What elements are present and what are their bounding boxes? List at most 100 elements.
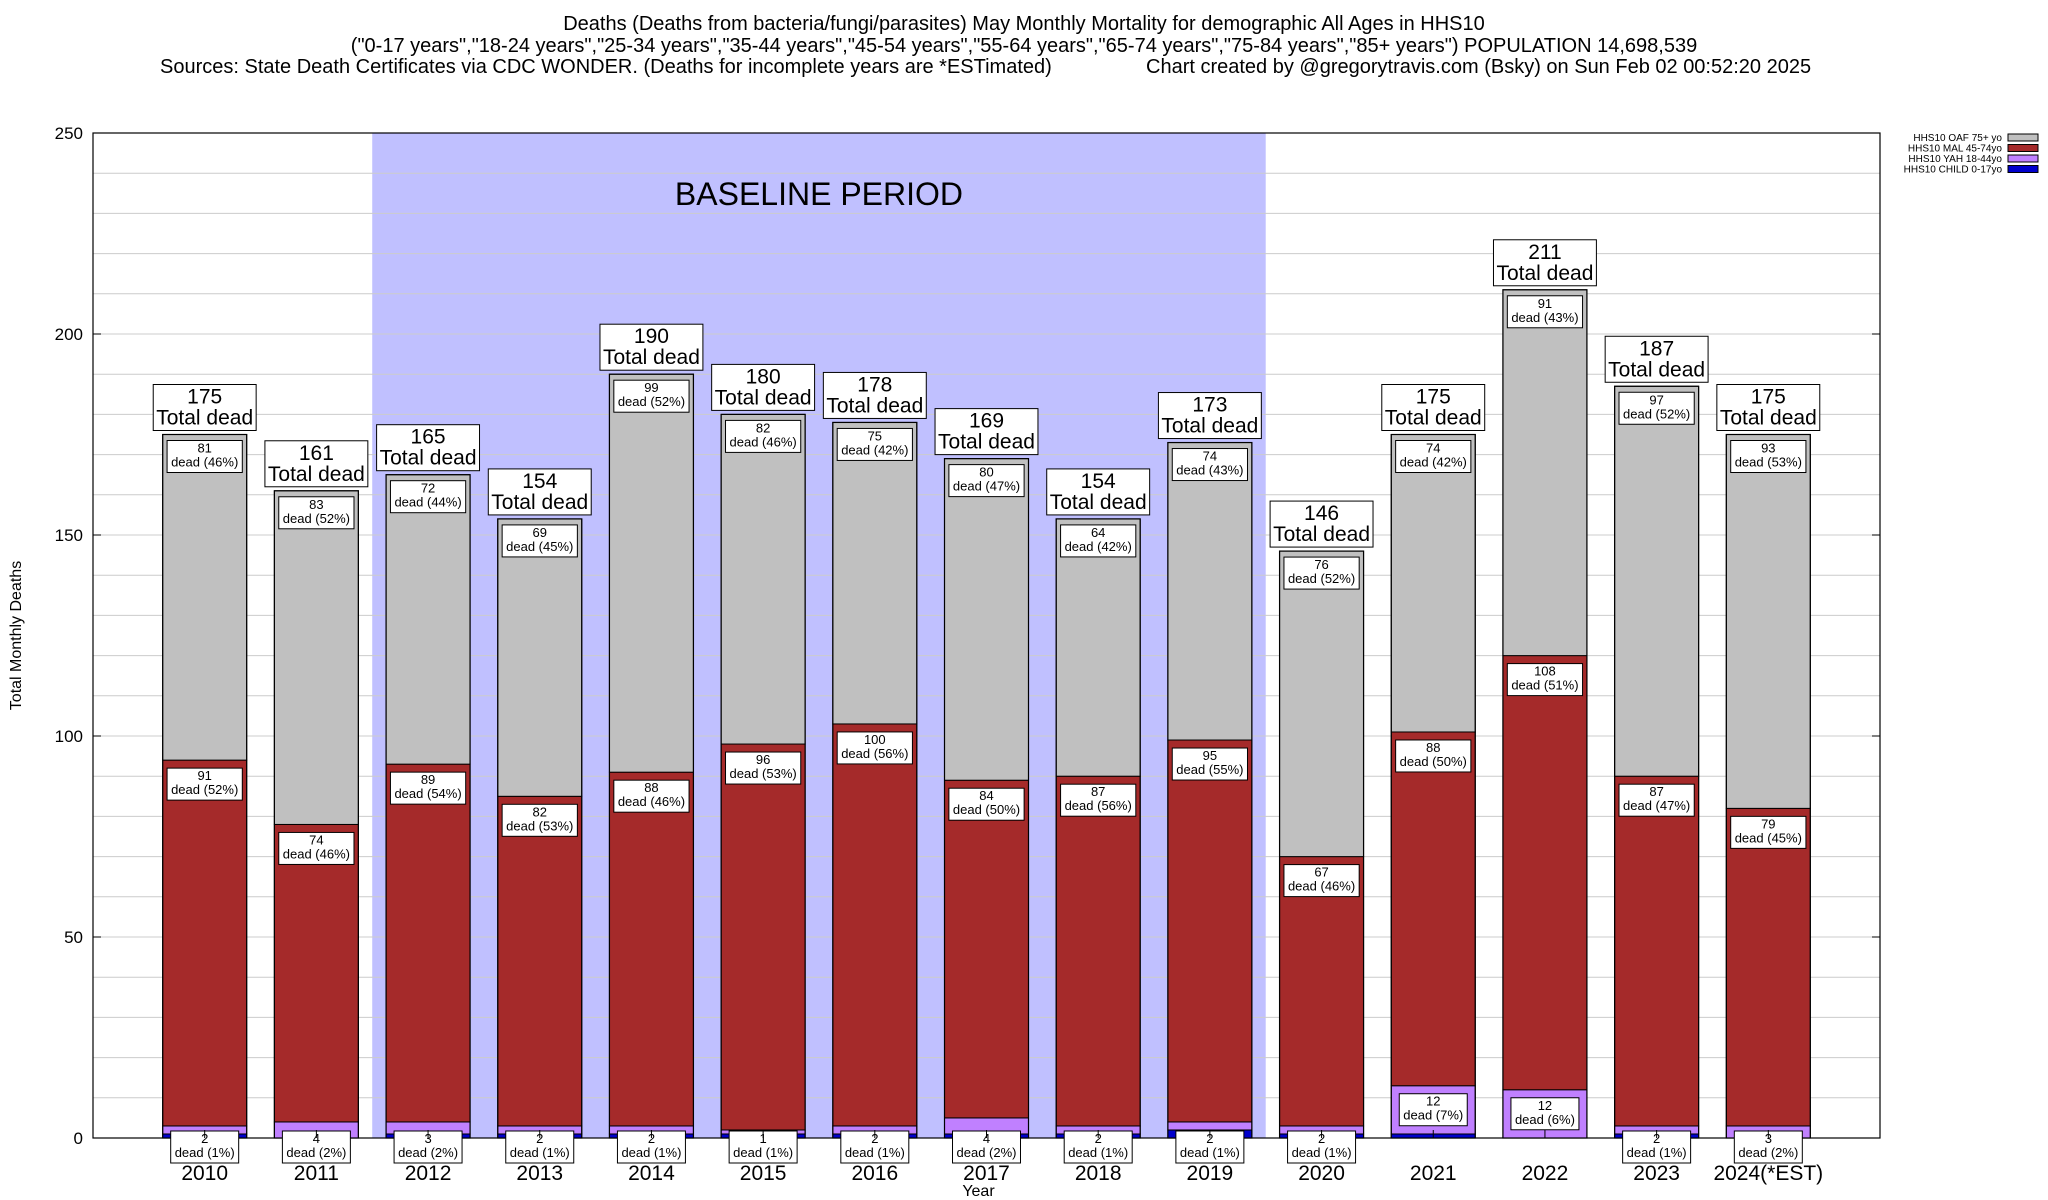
sources-note: Sources: State Death Certificates via CD… [160, 56, 1052, 78]
label-text: 2 [648, 1131, 655, 1146]
legend-swatch [2007, 165, 2039, 173]
label-box [1171, 747, 1248, 781]
label-text: 87 [1091, 784, 1105, 799]
label-text: 99 [644, 380, 658, 395]
label-text: dead (1%) [1292, 1145, 1352, 1160]
legend-label: HHS10 CHILD 0-17yo [1904, 165, 2003, 176]
label-box [1060, 783, 1137, 817]
legend-label: HHS10 OAF 75+ yo [1913, 133, 2002, 144]
label-box [166, 767, 243, 801]
label-text: 95 [1203, 748, 1217, 763]
baseline-period-label: BASELINE PERIOD [675, 176, 963, 212]
label-text: dead (54%) [394, 786, 461, 801]
label-text: Total dead [826, 394, 923, 417]
label-text: dead (6%) [1515, 1112, 1575, 1127]
label-text: 82 [533, 804, 547, 819]
label-text: 84 [979, 788, 993, 803]
label-box [389, 480, 467, 514]
label-text: 76 [1314, 557, 1328, 572]
x-tick-label: 2023 [1633, 1162, 1680, 1185]
label-box [1730, 440, 1807, 473]
bar-segment [1055, 518, 1141, 777]
label-box [487, 468, 592, 516]
label-text: dead (46%) [1288, 879, 1355, 894]
y-axis-label: Total Monthly Deaths [8, 561, 25, 710]
label-box [1510, 1097, 1580, 1131]
label-box [501, 524, 578, 558]
chart-title: Deaths (Deaths from bacteria/fungi/paras… [563, 13, 1485, 35]
label-text: 4 [983, 1131, 990, 1146]
x-tick-label: 2011 [294, 1162, 339, 1185]
label-text: dead (43%) [1511, 310, 1578, 325]
label-text: 1 [760, 1131, 767, 1146]
x-tick-label: 2022 [1522, 1162, 1569, 1185]
label-text: dead (53%) [506, 818, 573, 833]
label-text: dead (43%) [1176, 463, 1243, 478]
label-box [836, 427, 913, 461]
label-box [1618, 391, 1695, 425]
legend-label: HHS10 MAL 45-74yo [1908, 144, 2003, 155]
y-tick-label: 250 [55, 124, 83, 143]
label-text: 175 [187, 386, 222, 409]
label-text: 87 [1649, 784, 1663, 799]
label-box [836, 731, 913, 765]
x-tick-label: 2014 [628, 1162, 675, 1185]
legend-swatch [2007, 154, 2039, 163]
y-tick-label: 100 [55, 727, 83, 746]
bar-segment [1167, 442, 1253, 741]
label-text: 3 [1765, 1131, 1772, 1146]
label-box [1381, 384, 1486, 431]
label-text: 12 [1538, 1098, 1552, 1113]
label-text: dead (45%) [506, 539, 573, 554]
label-text: Total dead [1050, 491, 1147, 514]
label-text: 211 [1528, 241, 1561, 264]
label-text: Total dead [380, 447, 477, 470]
label-box [948, 464, 1025, 498]
bar-segment [608, 373, 694, 773]
label-text: 12 [1426, 1094, 1440, 1109]
label-text: dead (1%) [621, 1145, 681, 1160]
label-text: 75 [868, 428, 882, 443]
bar-segment [1614, 775, 1700, 1127]
bar-segment [162, 434, 248, 761]
bar-segment [385, 763, 471, 1123]
bar-segment [832, 421, 918, 725]
bar-segment [1390, 434, 1476, 733]
label-text: Total dead [938, 431, 1035, 454]
bar-segment [1502, 655, 1588, 1091]
label-text: dead (47%) [1623, 798, 1690, 813]
label-text: dead (1%) [1180, 1145, 1240, 1160]
y-tick-label: 50 [64, 928, 83, 947]
label-text: dead (1%) [1627, 1145, 1687, 1160]
label-box [822, 371, 927, 419]
label-text: 2 [536, 1131, 543, 1146]
label-box [264, 440, 369, 488]
bar-segment [1502, 289, 1588, 657]
bar-segment [497, 795, 583, 1127]
label-text: 175 [1751, 386, 1786, 409]
x-tick-label: 2020 [1298, 1162, 1345, 1185]
label-text: 74 [1203, 449, 1217, 464]
label-text: dead (46%) [730, 434, 797, 449]
label-text: 88 [1426, 740, 1440, 755]
